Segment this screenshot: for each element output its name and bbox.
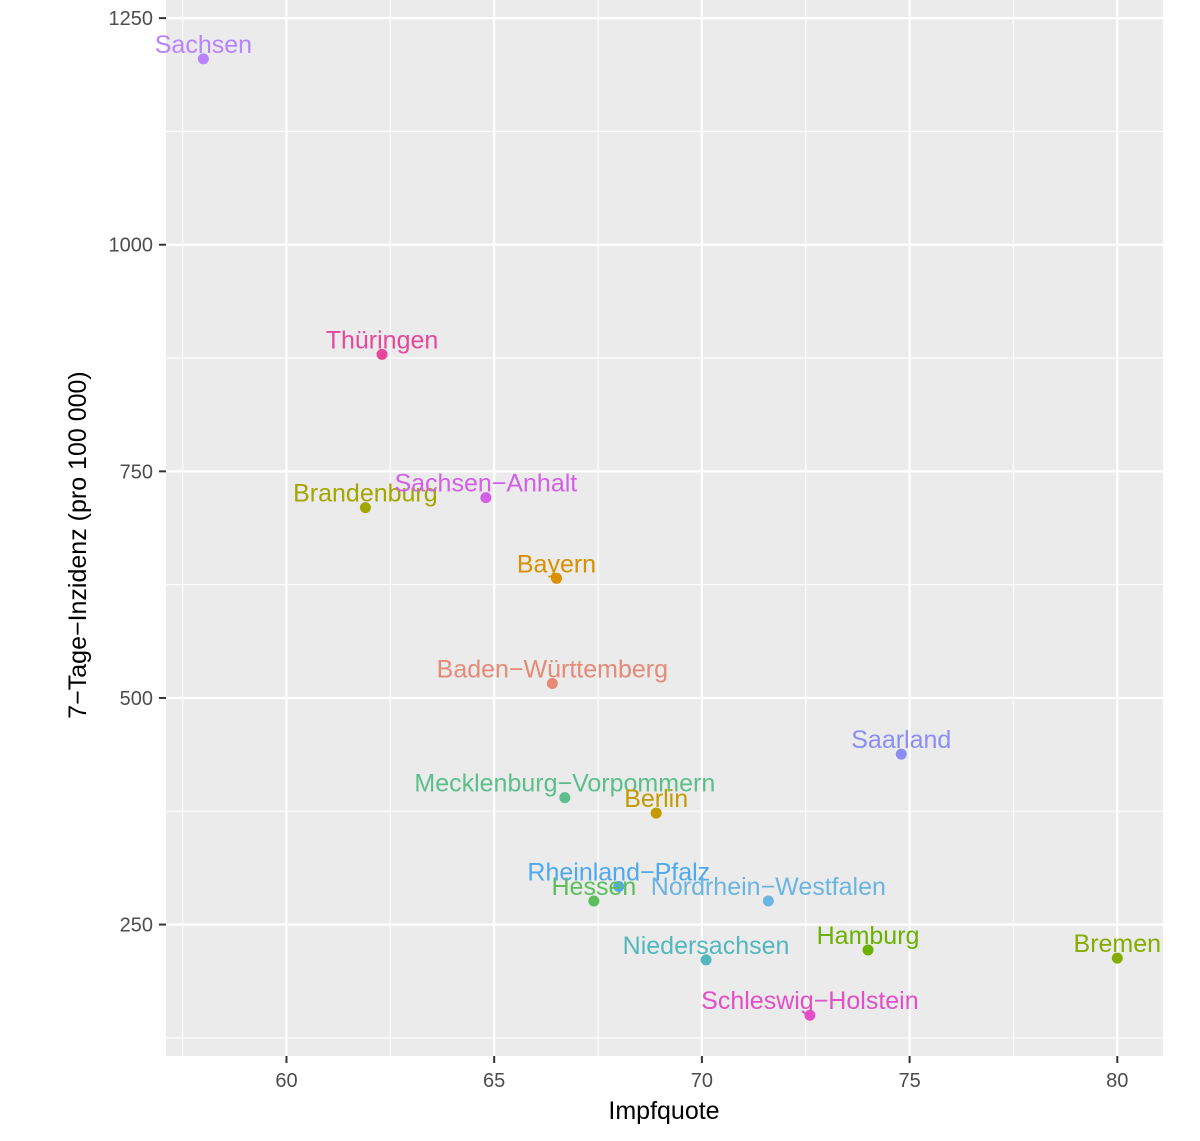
data-label: Brandenburg	[293, 480, 438, 508]
y-axis-title: 7−Tage−Inzidenz (pro 100 000)	[64, 371, 92, 718]
data-point	[613, 880, 625, 892]
x-tick-label: 70	[691, 1070, 713, 1092]
data-label: Bremen	[1074, 930, 1162, 958]
data-label: Saarland	[851, 726, 951, 754]
data-point	[359, 502, 371, 514]
data-point	[546, 677, 558, 689]
grid-minor	[166, 0, 1163, 1056]
y-tick-label: 1250	[109, 8, 154, 30]
data-point	[376, 348, 388, 360]
data-label: Bayern	[517, 550, 596, 578]
y-tick-label: 250	[120, 915, 153, 937]
data-point	[559, 792, 571, 804]
x-tick-label: 60	[275, 1070, 297, 1092]
data-label: Sachsen−Anhalt	[394, 470, 577, 498]
data-label: Niedersachsen	[623, 932, 790, 960]
data-label: Baden−Württemberg	[437, 655, 668, 683]
data-point	[804, 1009, 816, 1021]
data-point	[762, 895, 774, 907]
data-labels: Sachsen Thüringen BrandenburgSachsen−Anhal…	[155, 31, 1161, 1015]
data-label: Nordrhein−Westfalen	[651, 873, 886, 901]
x-tick-label: 65	[483, 1070, 505, 1092]
data-point	[588, 895, 600, 907]
data-point	[1111, 952, 1123, 964]
x-axis-title: Impfquote	[608, 1097, 719, 1125]
plot-panel	[166, 0, 1163, 1056]
data-label: Mecklenburg−Vorpommern	[414, 770, 715, 798]
x-tick-label: 75	[898, 1070, 920, 1092]
data-label: Rheinland−Pfalz	[527, 858, 710, 886]
grid-major	[166, 0, 1163, 1056]
y-tick-label: 750	[120, 461, 153, 483]
data-point	[480, 492, 492, 504]
data-point	[862, 944, 874, 956]
data-label: Schleswig−Holstein	[701, 987, 918, 1015]
data-label: Sachsen	[155, 31, 252, 59]
data-point	[550, 572, 562, 584]
data-label: Hamburg	[817, 922, 920, 950]
x-tick-label: 80	[1106, 1070, 1128, 1092]
data-point	[197, 53, 209, 65]
data-point	[650, 807, 662, 819]
data-points	[197, 53, 1123, 1021]
y-tick-label: 500	[120, 688, 153, 710]
data-label: Thüringen	[326, 326, 439, 354]
data-label: Berlin	[624, 785, 688, 813]
data-point	[895, 748, 907, 760]
data-label: Hessen	[551, 873, 636, 901]
y-tick-label: 1000	[109, 235, 154, 257]
axes: 60 65 70 75 80 250 500 750 1000 1250	[109, 8, 1129, 1092]
data-point	[700, 954, 712, 966]
